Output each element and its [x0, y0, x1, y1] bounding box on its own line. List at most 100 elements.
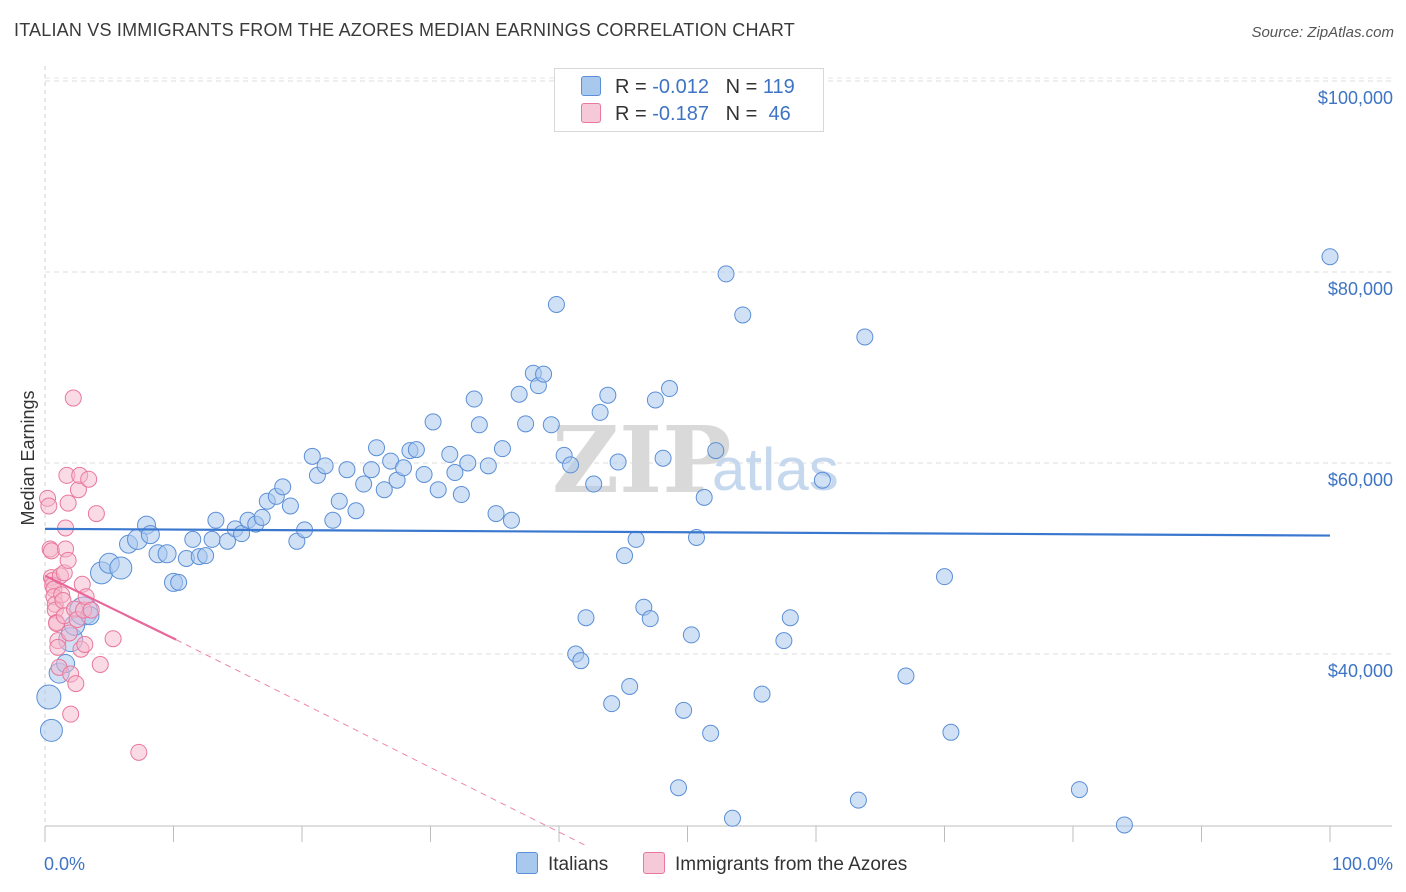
- azores-point: [49, 638, 67, 656]
- legend-row-italians: R = -0.012 N = 119: [581, 74, 795, 100]
- watermark-atlas: atlas: [712, 436, 839, 503]
- italians-point: [781, 609, 799, 627]
- italians-point: [897, 667, 915, 685]
- italians-point: [753, 685, 771, 703]
- italians-point: [670, 779, 688, 797]
- bottom-legend-italians-label: Italians: [548, 854, 609, 875]
- italians-point: [347, 502, 365, 520]
- italians-point: [675, 701, 693, 719]
- italians-point: [362, 461, 380, 479]
- legend-n-label: N =: [725, 76, 758, 98]
- italians-point: [441, 445, 459, 463]
- italians-point: [415, 465, 433, 483]
- italians-point: [609, 453, 627, 471]
- italians-legend-icon: [516, 852, 538, 874]
- italians-trend-line: [44, 527, 1331, 537]
- italians-point: [603, 695, 621, 713]
- italians-point: [616, 547, 634, 565]
- italians-point: [303, 447, 321, 465]
- azores-point: [80, 470, 98, 488]
- italians-point: [695, 488, 713, 506]
- bottom-legend-azores: Immigrants from the Azores: [643, 852, 907, 876]
- italians-point: [723, 809, 741, 827]
- italians-point: [856, 328, 874, 346]
- legend-row-azores: R = -0.187 N = 46: [581, 101, 791, 127]
- italians-point: [330, 492, 348, 510]
- y-tick-label: $40,000: [1328, 661, 1393, 681]
- italians-point: [109, 556, 133, 580]
- azores-point: [67, 675, 85, 693]
- azores-point: [62, 705, 80, 723]
- italians-point: [407, 441, 425, 459]
- italians-point: [535, 365, 553, 383]
- italians-point: [203, 530, 221, 548]
- x-tick-label-min: 0.0%: [44, 854, 85, 874]
- azores-point: [104, 630, 122, 648]
- azores-point: [64, 389, 82, 407]
- grid-lines: [45, 77, 1392, 655]
- italians-point: [207, 511, 225, 529]
- italians-point: [395, 459, 413, 477]
- italians-point: [562, 456, 580, 474]
- italians-point: [510, 385, 528, 403]
- italians-point: [621, 677, 639, 695]
- italians-point: [36, 684, 62, 710]
- italians-point: [547, 295, 565, 313]
- legend-r-label: R =: [615, 76, 647, 98]
- italians-point: [734, 306, 752, 324]
- italians-point: [1115, 816, 1133, 834]
- italians-point: [281, 497, 299, 515]
- italians-point: [452, 486, 470, 504]
- azores-point: [76, 635, 94, 653]
- y-tick-label: $80,000: [1328, 279, 1393, 299]
- y-tick-label: $60,000: [1328, 470, 1393, 490]
- italians-point: [682, 626, 700, 644]
- italians-swatch-icon: [581, 76, 601, 96]
- italians-point: [572, 652, 590, 670]
- tick-labels: $40,000 $60,000 $80,000 $100,000 0.0% 100.0%: [44, 88, 1393, 874]
- italians-point: [487, 505, 505, 523]
- italians-point: [577, 609, 595, 627]
- italians-point: [646, 391, 664, 409]
- italians-point: [465, 390, 483, 408]
- azores-point: [91, 656, 109, 674]
- italians-point: [218, 532, 236, 550]
- italians-point: [641, 610, 659, 628]
- italians-point: [493, 440, 511, 458]
- azores-trend-line: [44, 574, 177, 641]
- italians-point: [253, 508, 271, 526]
- y-tick-label: $100,000: [1318, 88, 1393, 108]
- italians-point: [687, 528, 705, 546]
- italians-point: [368, 439, 386, 457]
- azores-trend-extension: [175, 639, 585, 846]
- italians-point: [661, 380, 679, 398]
- legend-r-label: R =: [615, 103, 647, 125]
- italians-point: [375, 481, 393, 499]
- correlation-legend: R = -0.012 N = 119 R = -0.187 N = 46: [554, 68, 824, 132]
- italians-point: [813, 471, 831, 489]
- italians-point: [184, 530, 202, 548]
- trend-lines: [44, 527, 1331, 846]
- italians-point: [849, 791, 867, 809]
- italians-point: [775, 632, 793, 650]
- legend-n-value: 119: [762, 76, 795, 98]
- italians-point: [429, 481, 447, 499]
- italians-point: [424, 413, 442, 431]
- italians-point: [446, 464, 464, 482]
- italians-point: [942, 723, 960, 741]
- italians-point: [324, 511, 342, 529]
- italians-points: [36, 248, 1339, 834]
- legend-r-value: -0.012: [652, 76, 709, 98]
- italians-point: [39, 718, 63, 742]
- italians-point: [1070, 781, 1088, 799]
- italians-point: [355, 475, 373, 493]
- azores-point: [130, 743, 148, 761]
- italians-point: [585, 475, 603, 493]
- italians-point: [627, 530, 645, 548]
- italians-point: [591, 403, 609, 421]
- y-axis-title: Median Earnings: [18, 390, 38, 525]
- italians-point: [707, 442, 725, 460]
- azores-point: [82, 601, 100, 619]
- italians-point: [1321, 248, 1339, 266]
